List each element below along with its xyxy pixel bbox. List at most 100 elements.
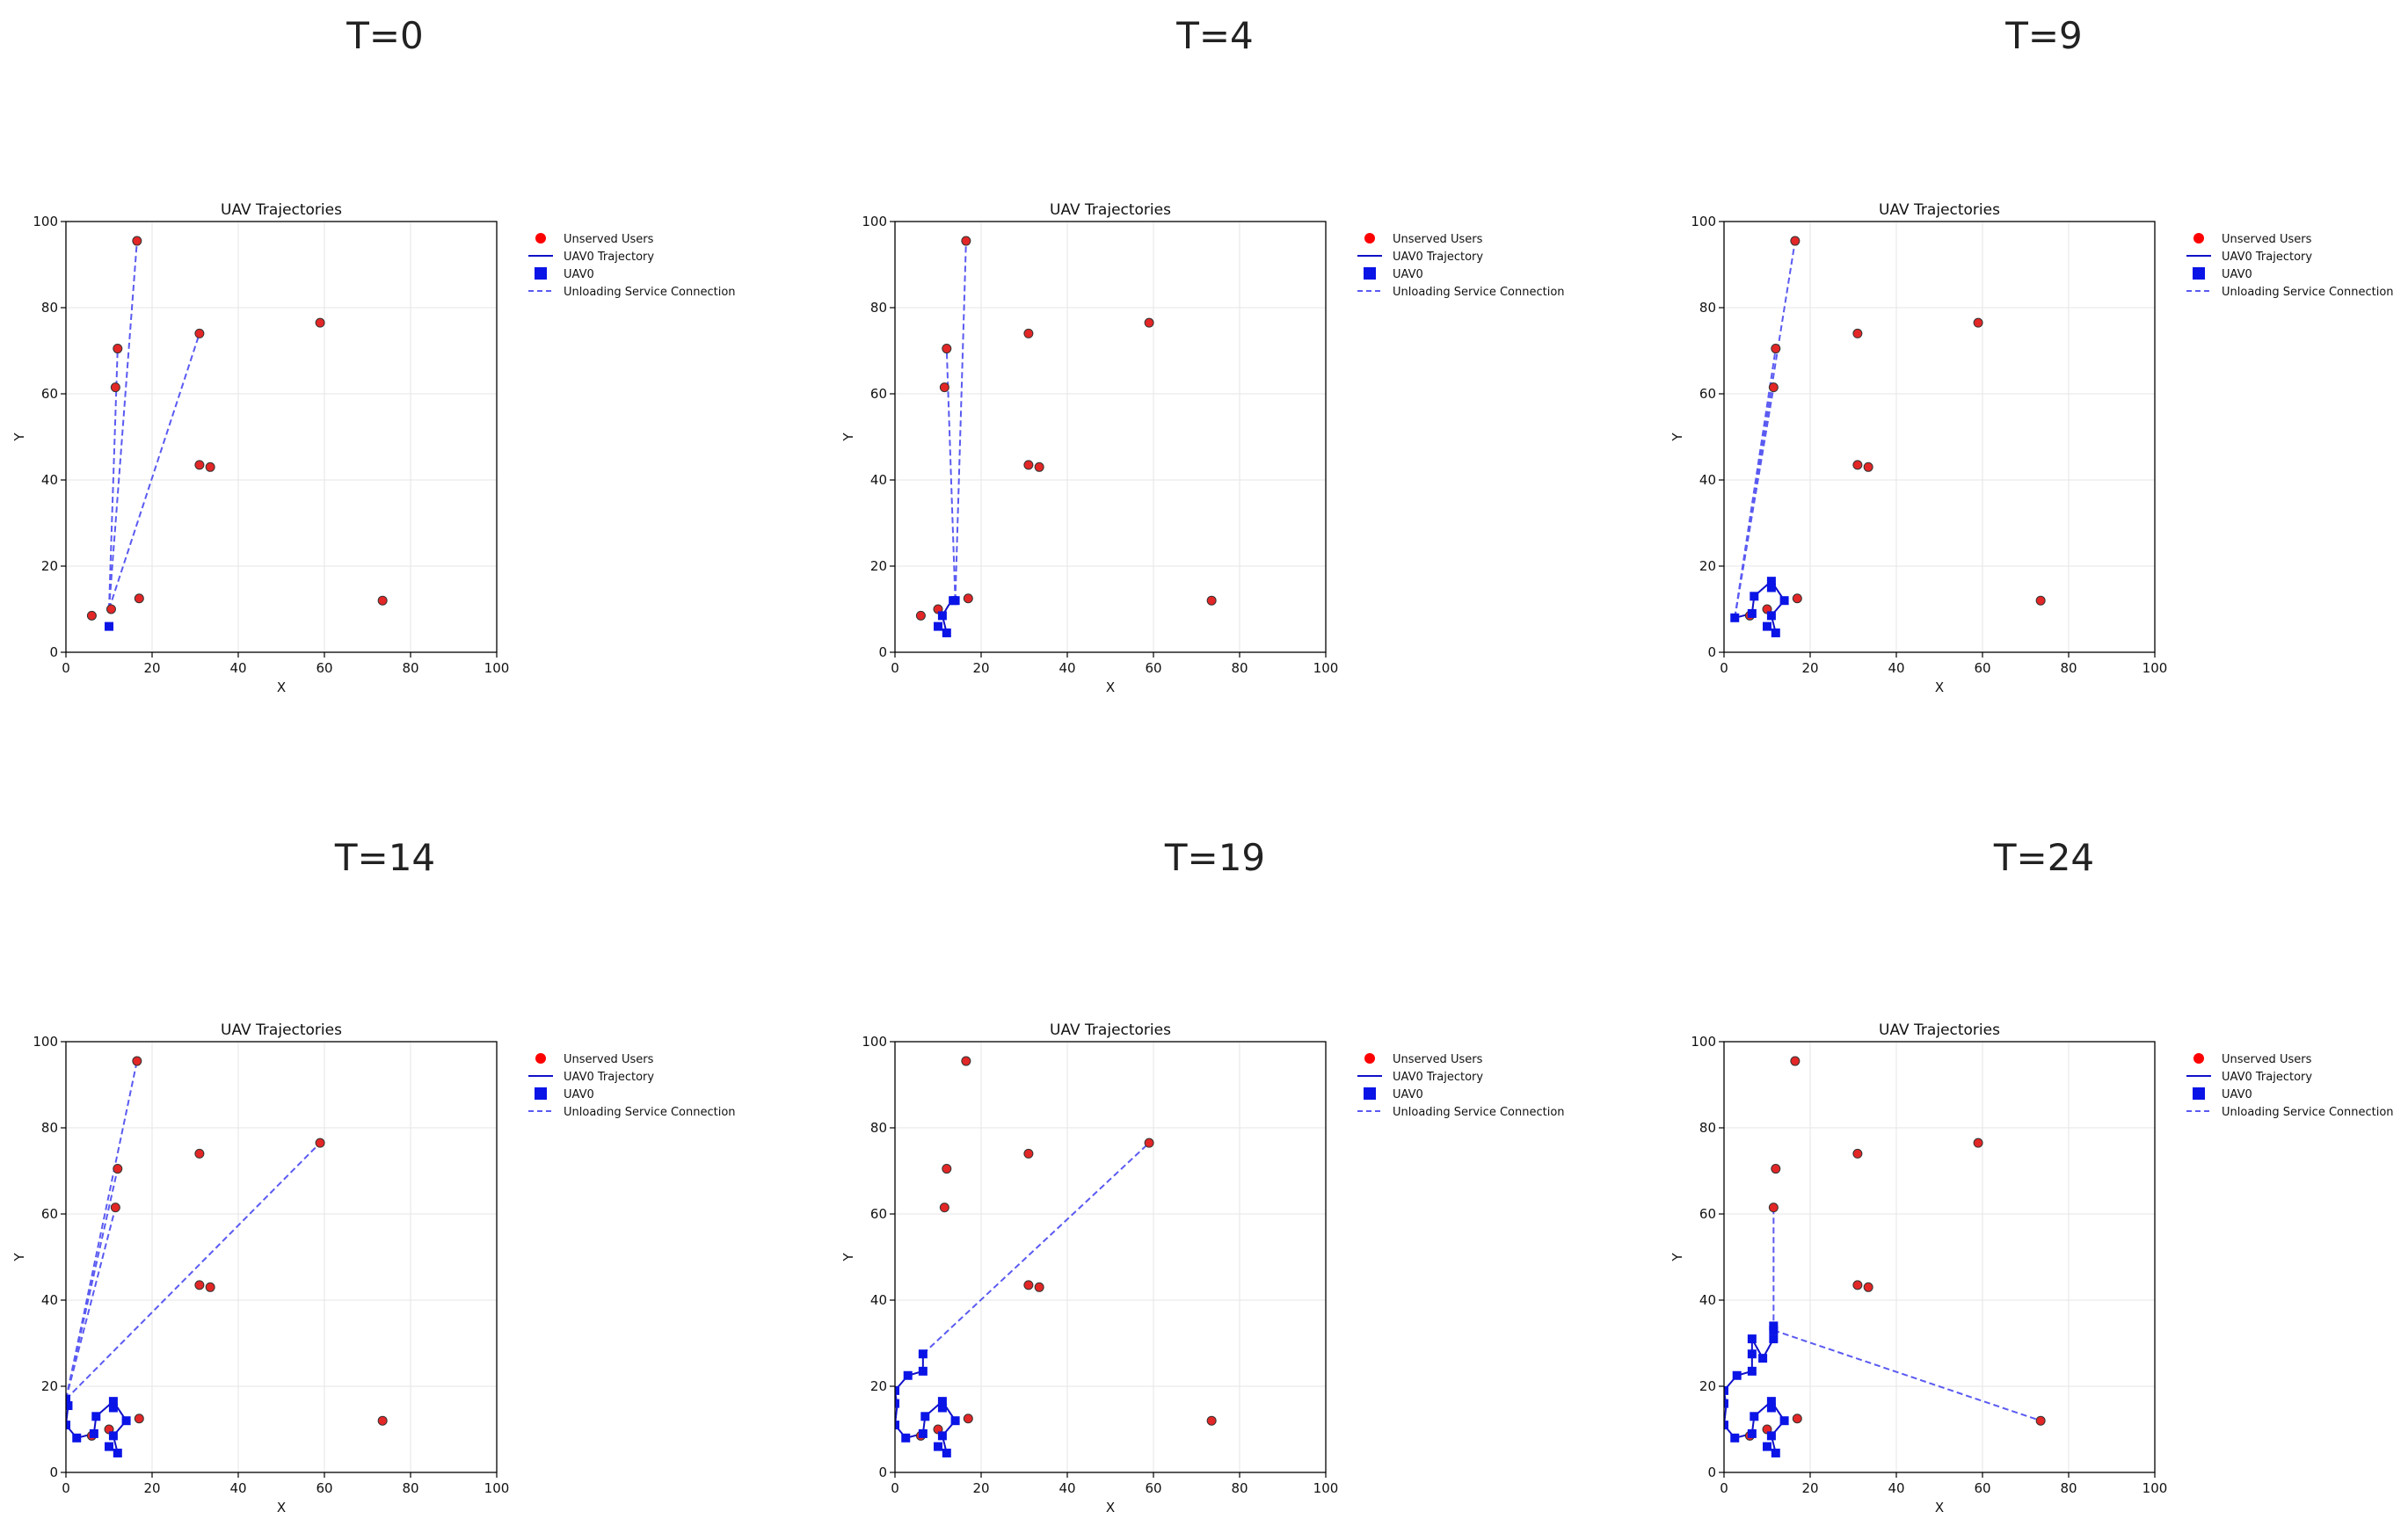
unserved-user-point — [1771, 344, 1781, 354]
unserved-user-point — [1768, 1203, 1779, 1213]
y-tick-label: 100 — [862, 1034, 887, 1050]
x-tick-label: 80 — [1231, 1480, 1248, 1496]
service-connection-line — [1773, 1329, 2041, 1422]
uav-marker — [1747, 1428, 1757, 1438]
uav-marker — [108, 1403, 118, 1413]
x-tick-label: 40 — [1059, 1480, 1075, 1496]
x-tick-label: 0 — [1720, 660, 1728, 676]
legend-connection: Unloading Service Connection — [564, 286, 736, 299]
unserved-user-point — [105, 604, 116, 614]
uav-marker — [108, 1431, 118, 1441]
axes-title: UAV Trajectories — [221, 201, 342, 219]
uav-marker — [1750, 592, 1759, 601]
x-axis-label: X — [1106, 680, 1115, 695]
uav-marker — [66, 1421, 70, 1430]
panel-title: T=19 — [1164, 836, 1265, 879]
x-tick-label: 20 — [972, 1480, 989, 1496]
legend-connection: Unloading Service Connection — [564, 1106, 736, 1119]
legend-connection: Unloading Service Connection — [2222, 286, 2394, 299]
x-tick-label: 20 — [1801, 660, 1818, 676]
y-tick-label: 20 — [870, 558, 887, 574]
y-axis-label: Y — [840, 1253, 856, 1262]
panel-0: T=0 UAV Trajectories 0 20 40 60 80 100 0 20 40 60 80… — [11, 14, 736, 695]
uav-marker — [1771, 628, 1780, 637]
legend-swatch-uav — [2193, 1087, 2205, 1100]
legend-swatch-user — [2193, 1053, 2204, 1064]
unserved-user-point — [963, 593, 973, 604]
legend-uav-trajectory: UAV0 Trajectory — [564, 251, 654, 264]
axes-title: UAV Trajectories — [1879, 201, 2000, 219]
x-tick-label: 100 — [1313, 1480, 1339, 1496]
service-connection-line — [922, 1142, 1150, 1355]
x-tick-label: 0 — [891, 660, 899, 676]
unserved-user-point — [113, 1164, 123, 1174]
unserved-user-point — [86, 610, 97, 621]
uav-marker — [937, 1397, 947, 1406]
unserved-user-point — [1034, 462, 1044, 472]
legend-unserved-users: Unserved Users — [1393, 233, 1483, 246]
unserved-user-point — [961, 236, 971, 246]
uav-marker — [1747, 1366, 1757, 1376]
uav-marker — [1763, 621, 1771, 631]
y-tick-label: 80 — [870, 1120, 887, 1136]
legend-uav-trajectory: UAV0 Trajectory — [2222, 1071, 2312, 1084]
service-connection-line — [66, 1168, 119, 1399]
x-tick-label: 100 — [1313, 660, 1339, 676]
panel-title: T=24 — [1993, 836, 2094, 879]
data-marks — [66, 1056, 388, 1457]
legend-uav-trajectory: UAV0 Trajectory — [564, 1071, 654, 1084]
service-connection-line — [954, 241, 967, 601]
uav-marker — [1724, 1421, 1728, 1430]
legend-uav: UAV0 — [564, 1088, 594, 1101]
y-tick-label: 40 — [870, 1292, 887, 1308]
x-tick-label: 20 — [972, 660, 989, 676]
legend: Unserved Users UAV0 Trajectory UAV0 Unloadi… — [2186, 1053, 2394, 1119]
legend: Unserved Users UAV0 Trajectory UAV0 Unloadi… — [1357, 233, 1565, 299]
y-tick-label: 0 — [1707, 1464, 1716, 1480]
legend-uav-trajectory: UAV0 Trajectory — [2222, 251, 2312, 264]
unserved-user-point — [194, 1148, 205, 1159]
data-marks — [915, 236, 1217, 637]
y-tick-label: 20 — [41, 1378, 58, 1394]
unserved-user-point — [1973, 317, 1983, 328]
y-tick-label: 80 — [870, 300, 887, 316]
uav-marker — [105, 621, 113, 631]
uav-marker — [1766, 1431, 1776, 1441]
legend-unserved-users: Unserved Users — [564, 233, 654, 246]
uav-marker — [1779, 596, 1789, 606]
legend: Unserved Users UAV0 Trajectory UAV0 Unloadi… — [1357, 1053, 1565, 1119]
y-tick-label: 0 — [878, 1464, 887, 1480]
x-axis-label: X — [1935, 1500, 1944, 1515]
y-tick-label: 20 — [41, 558, 58, 574]
x-tick-label: 20 — [143, 660, 160, 676]
unserved-user-point — [194, 328, 205, 338]
y-axis-label: Y — [11, 1253, 27, 1262]
uav-marker — [942, 1448, 951, 1457]
panel-2: T=9 UAV Trajectories 0 20 40 60 80 100 0 20 40 60 80… — [1670, 14, 2394, 695]
uav-marker — [66, 1394, 70, 1404]
axes-frame — [894, 221, 1327, 653]
y-tick-label: 60 — [870, 386, 887, 402]
y-tick-label: 80 — [41, 1120, 58, 1136]
unserved-user-point — [1023, 1148, 1034, 1159]
x-tick-label: 80 — [2060, 1480, 2077, 1496]
legend-swatch-uav — [1364, 267, 1376, 280]
x-tick-label: 100 — [484, 1480, 510, 1496]
service-connection-line — [108, 240, 138, 610]
uav-marker — [1769, 1334, 1779, 1344]
uav-marker — [903, 1370, 913, 1380]
y-tick-label: 80 — [1699, 1120, 1716, 1136]
y-tick-label: 60 — [1699, 386, 1716, 402]
unserved-user-point — [963, 1414, 973, 1424]
legend-unserved-users: Unserved Users — [1393, 1053, 1483, 1066]
x-tick-label: 40 — [229, 1480, 246, 1496]
uav-marker — [937, 611, 947, 621]
service-connection-line — [66, 1142, 321, 1400]
y-axis-label: Y — [11, 432, 27, 442]
x-tick-label: 100 — [2142, 660, 2168, 676]
unserved-user-point — [939, 1203, 949, 1213]
uav-marker — [895, 1421, 899, 1430]
legend-swatch-uav — [535, 267, 547, 280]
panel-title: T=9 — [2004, 14, 2083, 57]
uav-marker — [895, 1399, 899, 1408]
